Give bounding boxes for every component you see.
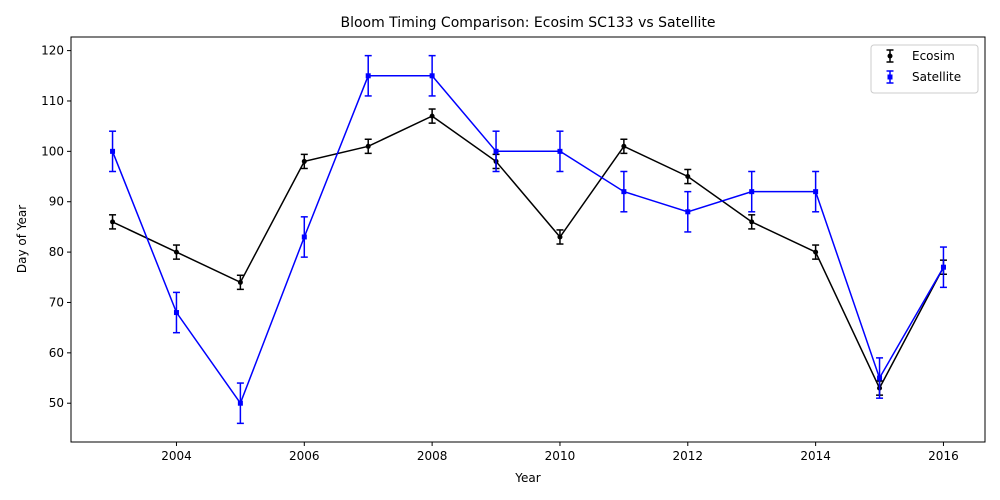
data-point	[813, 249, 819, 255]
x-tick-label: 2004	[161, 449, 192, 463]
legend-item-ecosim: Ecosim	[886, 49, 955, 63]
x-tick-label: 2008	[417, 449, 448, 463]
y-tick-label: 60	[49, 346, 64, 360]
data-point	[301, 234, 307, 240]
data-point	[429, 73, 435, 79]
data-point	[429, 113, 435, 119]
data-point	[237, 279, 243, 285]
data-point	[365, 143, 371, 149]
y-tick-label: 120	[41, 44, 64, 58]
data-point	[173, 310, 179, 316]
plot-frame	[70, 36, 986, 443]
data-point	[237, 400, 243, 406]
x-axis: 2004 2006 2008 2010 2012 2014 2016	[161, 442, 959, 463]
data-point	[685, 209, 691, 215]
legend-marker	[887, 53, 893, 59]
y-tick-label: 70	[49, 295, 64, 309]
legend-item-satellite: Satellite	[886, 70, 961, 84]
y-tick-label: 50	[49, 396, 64, 410]
x-tick-label: 2014	[800, 449, 831, 463]
series-line	[111, 75, 945, 405]
plot-area	[109, 54, 947, 425]
legend-marker	[887, 74, 893, 80]
x-tick-label: 2006	[289, 449, 320, 463]
data-point	[621, 189, 627, 195]
series-line	[112, 115, 945, 390]
series-satellite	[109, 54, 947, 425]
x-axis-title: Year	[514, 471, 540, 485]
data-point	[173, 249, 179, 255]
y-axis-title: Day of Year	[15, 205, 29, 273]
data-point	[301, 158, 307, 164]
legend-label: Ecosim	[912, 49, 955, 63]
chart-title: Bloom Timing Comparison: Ecosim SC133 vs…	[340, 15, 715, 31]
x-tick-label: 2010	[545, 449, 576, 463]
data-point	[877, 375, 883, 381]
data-point	[110, 219, 116, 225]
x-tick-label: 2016	[928, 449, 959, 463]
data-point	[749, 189, 755, 195]
data-point	[557, 148, 563, 154]
data-point	[685, 174, 691, 180]
data-point	[493, 148, 499, 154]
data-point	[813, 189, 819, 195]
data-point	[749, 219, 755, 225]
y-tick-label: 110	[41, 94, 64, 108]
data-point	[557, 234, 563, 240]
x-tick-label: 2012	[673, 449, 704, 463]
y-tick-label: 90	[49, 195, 64, 209]
data-point	[110, 148, 116, 154]
data-point	[621, 143, 627, 149]
legend-label: Satellite	[912, 70, 961, 84]
y-axis: 50 60 70 80 90 100 110 120	[41, 44, 71, 410]
data-point	[365, 73, 371, 79]
legend-box	[870, 44, 979, 94]
y-tick-label: 100	[41, 144, 64, 158]
y-tick-label: 80	[49, 245, 64, 259]
data-point	[940, 264, 946, 270]
legend: Ecosim Satellite	[870, 44, 979, 94]
